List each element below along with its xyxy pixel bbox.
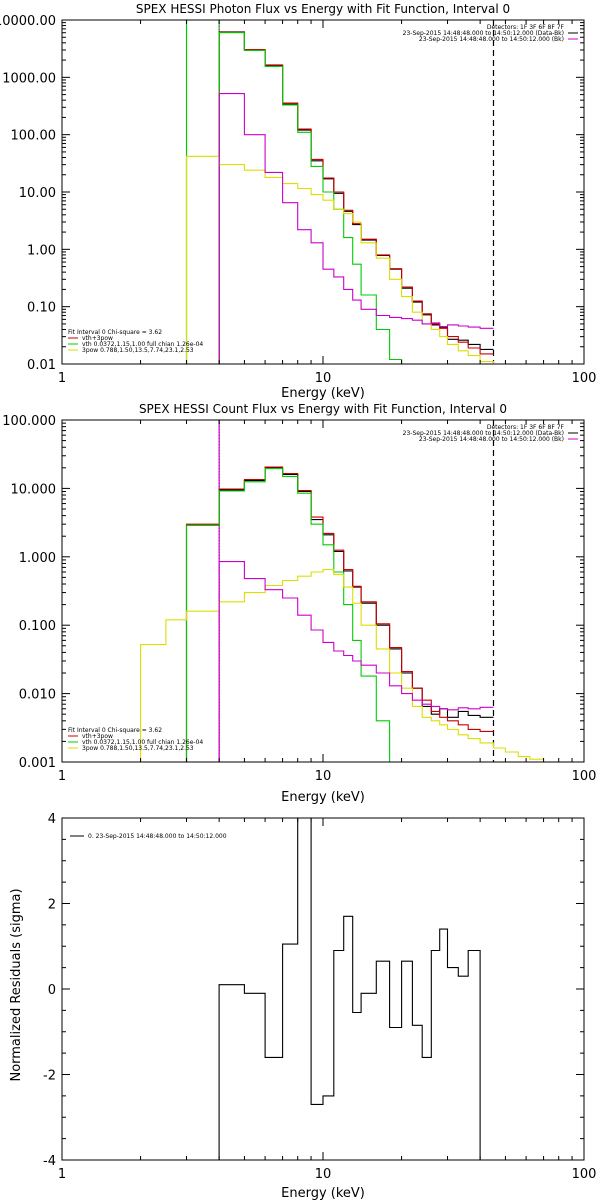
legend-label: 3pow 0.788,1.50,13.5,7.74,23.1,2.53 xyxy=(82,745,194,752)
series-group xyxy=(218,818,481,1160)
legend-label: vth+3pow xyxy=(82,733,113,740)
series-0 xyxy=(218,31,494,364)
series-group xyxy=(140,466,544,762)
y-tick-label: -2 xyxy=(43,1069,56,1084)
legend-label: 3pow 0.788,1.50,13.5,7.74,23.1,2.53 xyxy=(82,347,194,354)
x-tick-label: 10 xyxy=(315,769,332,784)
y-tick-label: 1.00 xyxy=(27,243,56,258)
residuals-plot: 1 10 100 4 2 0 -2 -4 0. 23-Sep-2015 14:48:48.000… xyxy=(43,812,596,1182)
legend-right-label: 23-Sep-2015 14:48:48.000 to 14:50:12.000… xyxy=(419,436,564,443)
series-2 xyxy=(218,32,403,364)
legend-label: Fit Interval 0 Chi-square = 3.62 xyxy=(68,727,162,734)
y-tick-label: 100.000 xyxy=(2,414,56,429)
legend-label: vth+3pow xyxy=(82,335,113,342)
series-3 xyxy=(140,569,544,762)
y-tick-label: 1000.00 xyxy=(2,71,56,86)
count-flux-xlabel: Energy (keV) xyxy=(281,790,365,805)
y-tick-label: 100.00 xyxy=(11,129,57,144)
residuals-ylabel: Normalized Residuals (sigma) xyxy=(9,888,24,1081)
y-tick-label: 10000.00 xyxy=(0,14,56,29)
photon-flux-panel: SPEX HESSI Photon Flux vs Energy with Fi… xyxy=(0,2,597,401)
y-tick-label: 0.01 xyxy=(27,358,56,373)
legend-right-label: Detectors: 1F 3F 6F 8F 7F xyxy=(487,24,565,31)
photon-flux-xlabel: Energy (keV) xyxy=(281,386,365,401)
series-group xyxy=(185,31,495,364)
photon-flux-plot: 1 10 100 10000.00 1000.00 100.00 10.00 1.00 0.10… xyxy=(0,14,597,386)
legend-right-label: 23-Sep-2015 14:48:48.000 to 14:50:12.000… xyxy=(419,36,564,43)
series-4 xyxy=(218,561,494,762)
legend-right-label: 23-Sep-2015 14:48:48.000 to 14:50:12.000… xyxy=(403,30,564,37)
legend-label: vth 0.0372,1.15,1.00 full chian 1.26e-04 xyxy=(82,739,203,746)
residuals-xlabel: Energy (keV) xyxy=(281,1186,365,1200)
y-tick-label: 0.010 xyxy=(19,688,56,703)
x-tick-label: 100 xyxy=(572,1167,597,1182)
y-tick-label: 2 xyxy=(48,898,56,913)
legend-label: 0. 23-Sep-2015 14:48:48.000 to 14:50:12.… xyxy=(88,833,227,840)
legend-label: vth 0.0372,1.15,1.00 full chian 1.26e-04 xyxy=(82,341,203,348)
plot-frame xyxy=(61,817,585,1161)
series-1 xyxy=(218,31,494,364)
y-tick-label: 4 xyxy=(48,812,56,827)
series-2 xyxy=(185,468,403,762)
y-tick-label: 1.000 xyxy=(19,551,56,566)
x-tick-label: 100 xyxy=(572,371,597,386)
y-tick-label: 0.001 xyxy=(19,756,56,771)
residuals-panel: Normalized Residuals (sigma) Energy (keV… xyxy=(9,812,596,1200)
y-tick-label: -4 xyxy=(43,1154,56,1169)
count-flux-panel: SPEX HESSI Count Flux vs Energy with Fit… xyxy=(2,402,597,805)
y-tick-label: 0.10 xyxy=(27,301,56,316)
count-flux-plot: 1 10 100 100.000 10.000 1.000 0.100 0.010 0.001 F… xyxy=(2,414,597,784)
x-tick-label: 1 xyxy=(58,371,66,386)
x-tick-label: 10 xyxy=(315,371,332,386)
legend-right-label: 23-Sep-2015 14:48:48.000 to 14:50:12.000… xyxy=(403,430,564,437)
photon-flux-title: SPEX HESSI Photon Flux vs Energy with Fi… xyxy=(136,2,510,16)
y-tick-label: 10.000 xyxy=(11,482,57,497)
x-tick-label: 1 xyxy=(58,769,66,784)
legend-right-label: Detectors: 1F 3F 6F 8F 7F xyxy=(487,424,565,431)
series-0 xyxy=(218,818,481,1160)
x-tick-label: 10 xyxy=(315,1167,332,1182)
legend-label: Fit Interval 0 Chi-square = 3.62 xyxy=(68,329,162,336)
count-flux-title: SPEX HESSI Count Flux vs Energy with Fit… xyxy=(139,402,507,416)
y-tick-label: 10.00 xyxy=(19,186,56,201)
x-tick-label: 1 xyxy=(58,1167,66,1182)
series-1 xyxy=(185,466,494,762)
series-4 xyxy=(218,93,494,364)
series-3 xyxy=(185,155,495,364)
y-tick-label: 0.100 xyxy=(19,619,56,634)
x-tick-label: 100 xyxy=(572,769,597,784)
y-tick-label: 0 xyxy=(48,983,56,998)
